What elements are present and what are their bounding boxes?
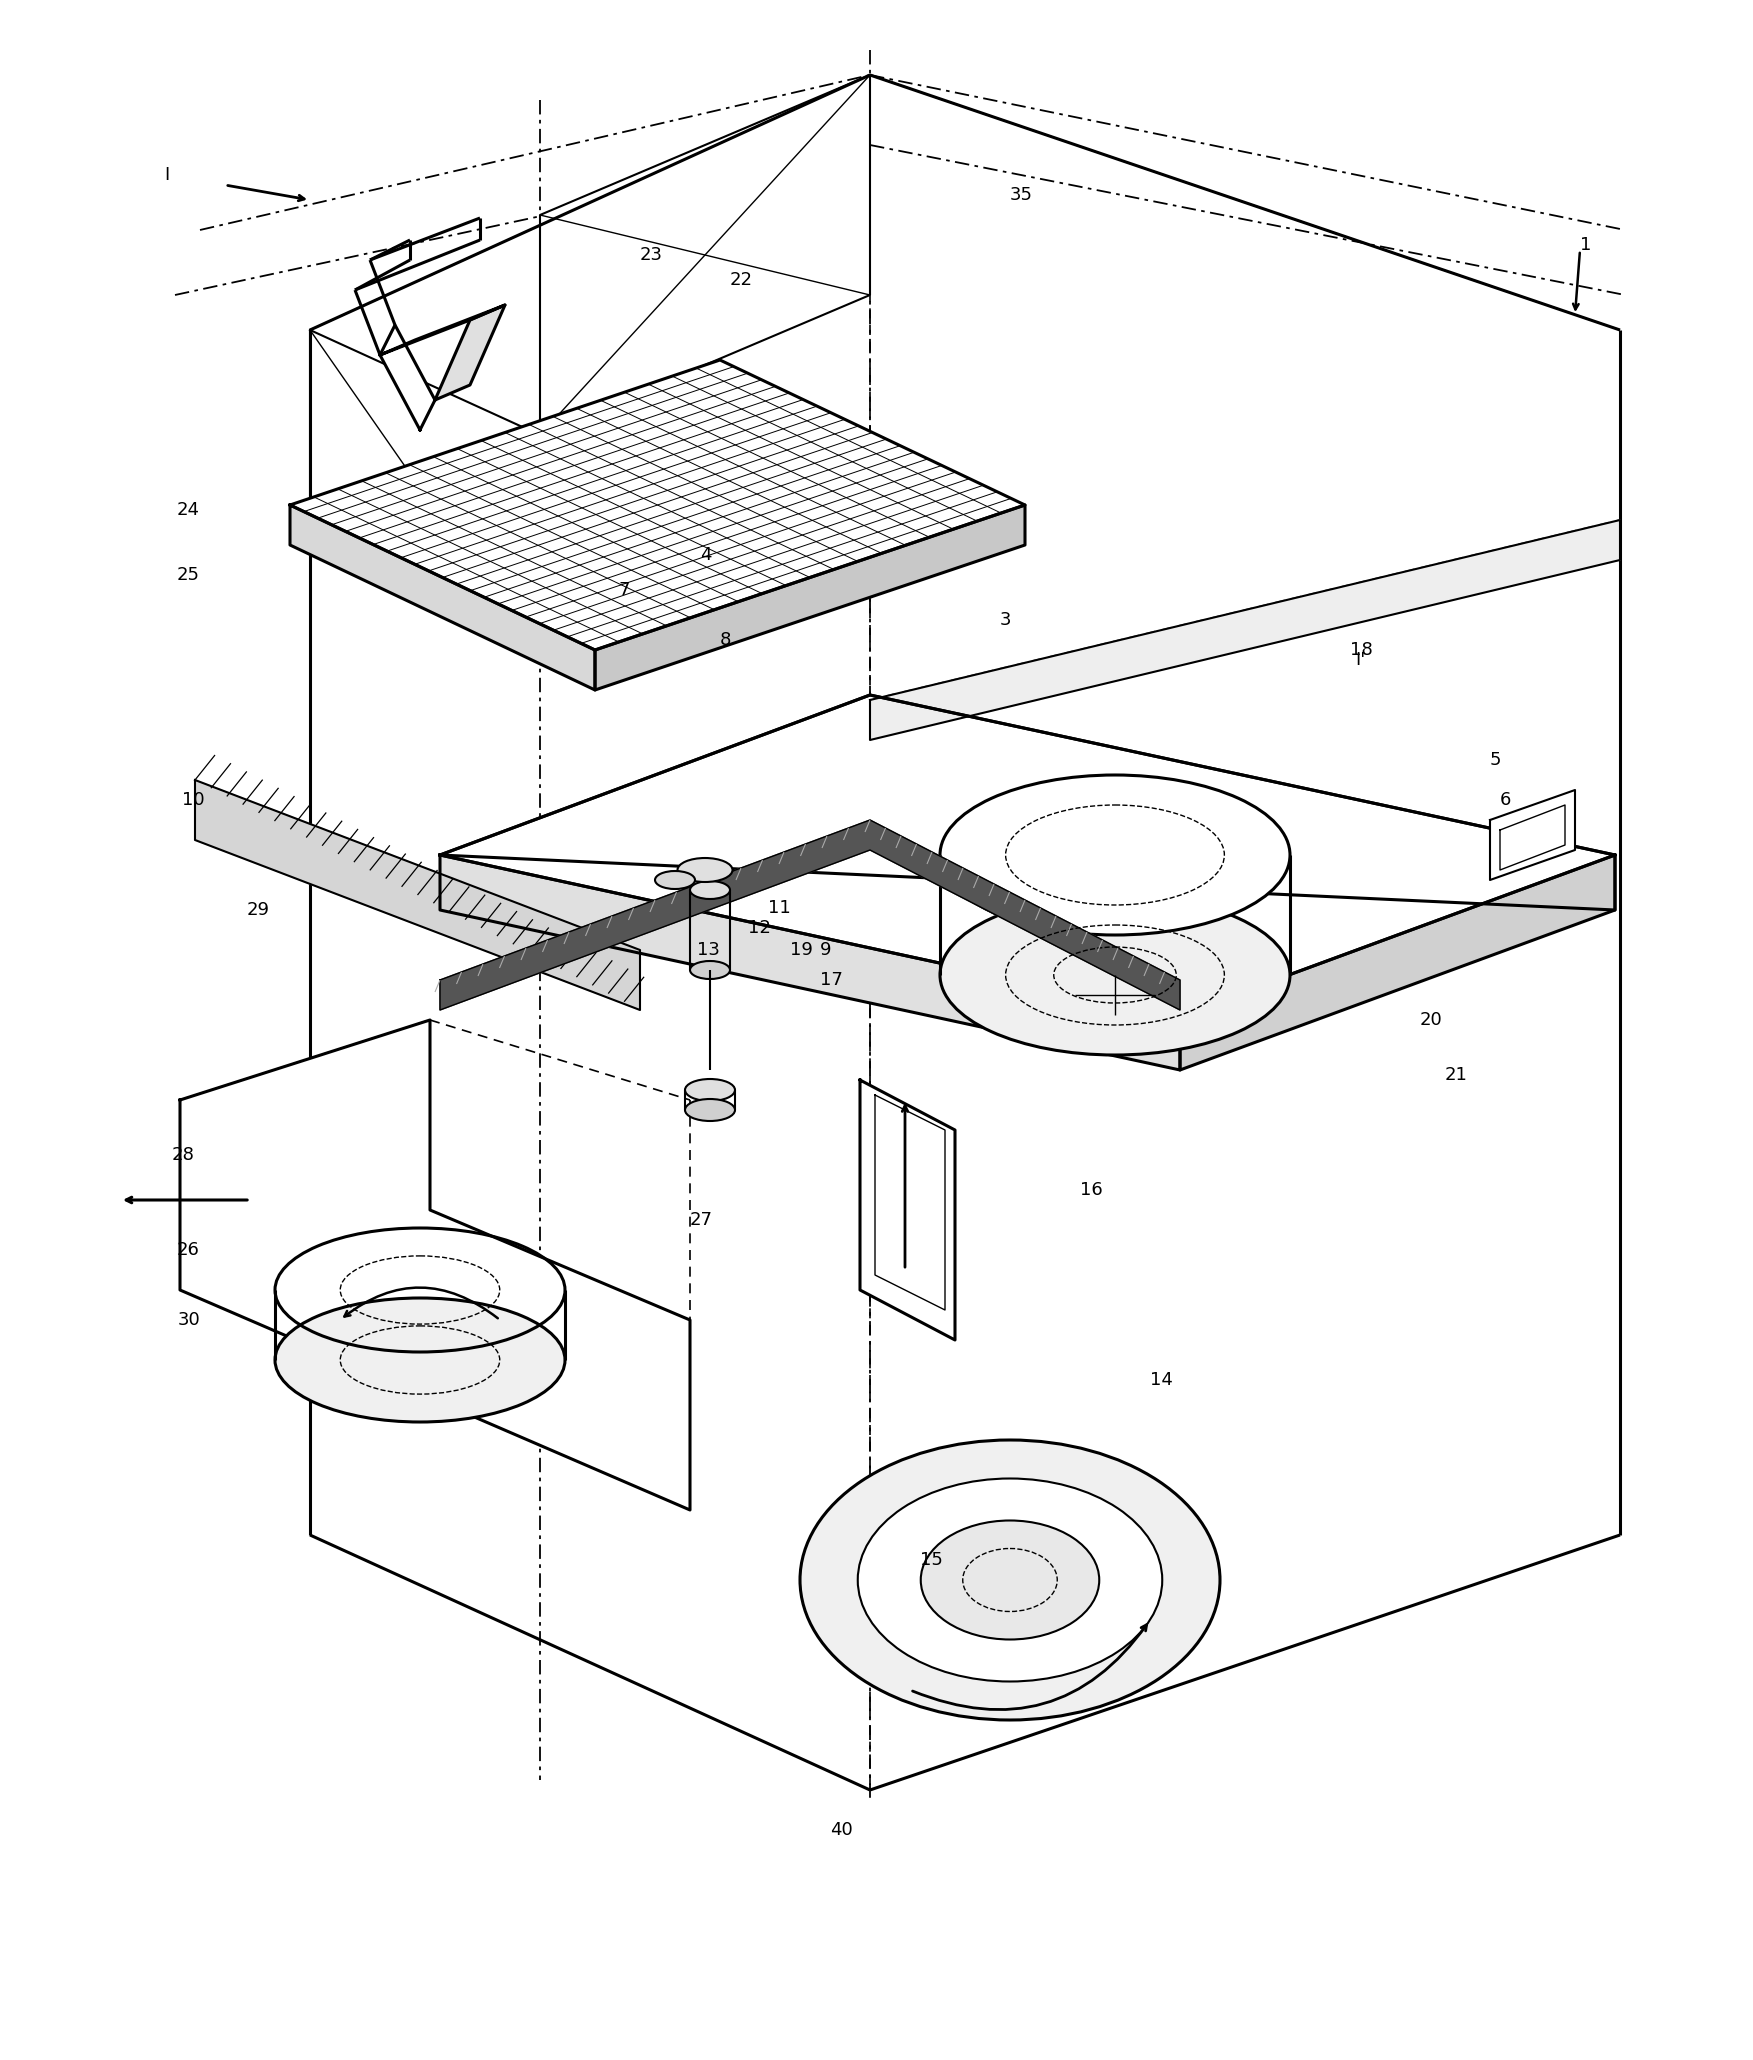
Text: 23: 23: [640, 245, 663, 264]
Polygon shape: [440, 694, 1615, 1016]
Text: 5: 5: [1490, 752, 1502, 768]
Polygon shape: [440, 694, 1615, 911]
Polygon shape: [540, 74, 869, 435]
Text: 15: 15: [920, 1551, 943, 1570]
Polygon shape: [289, 505, 594, 690]
Text: 17: 17: [820, 970, 843, 989]
Text: 1: 1: [1579, 237, 1592, 253]
Ellipse shape: [940, 894, 1290, 1055]
Ellipse shape: [857, 1479, 1162, 1681]
Polygon shape: [195, 781, 640, 1009]
Polygon shape: [1180, 855, 1615, 1069]
Text: 29: 29: [247, 900, 270, 919]
Polygon shape: [440, 855, 1180, 1069]
Ellipse shape: [799, 1440, 1220, 1720]
Text: 19: 19: [791, 941, 813, 960]
Polygon shape: [310, 330, 540, 659]
Text: 24: 24: [177, 501, 200, 519]
Text: 30: 30: [177, 1310, 200, 1329]
Text: 28: 28: [172, 1145, 195, 1164]
Text: 40: 40: [829, 1821, 852, 1840]
Ellipse shape: [656, 871, 694, 890]
Polygon shape: [1490, 789, 1574, 880]
Polygon shape: [380, 325, 435, 431]
Text: 22: 22: [729, 272, 754, 288]
Text: 14: 14: [1150, 1372, 1173, 1388]
Ellipse shape: [677, 859, 733, 882]
Text: 21: 21: [1444, 1065, 1467, 1084]
Text: 26: 26: [177, 1240, 200, 1259]
Text: I: I: [165, 167, 170, 183]
Ellipse shape: [920, 1520, 1099, 1640]
Polygon shape: [289, 360, 1026, 651]
Text: 10: 10: [182, 791, 205, 810]
Text: 27: 27: [691, 1211, 713, 1230]
Polygon shape: [440, 820, 1180, 1009]
Text: 12: 12: [749, 919, 771, 937]
Ellipse shape: [691, 962, 729, 978]
Polygon shape: [594, 505, 1026, 690]
Text: 13: 13: [698, 941, 720, 960]
Text: 18: 18: [1350, 641, 1373, 659]
Text: 11: 11: [768, 898, 791, 917]
Text: 7: 7: [619, 581, 629, 599]
Polygon shape: [380, 305, 505, 354]
Polygon shape: [861, 1079, 955, 1339]
Polygon shape: [435, 305, 505, 400]
Text: 35: 35: [1010, 185, 1033, 204]
Polygon shape: [869, 519, 1620, 740]
Text: I': I': [1355, 651, 1366, 670]
Text: 4: 4: [699, 546, 712, 564]
Text: 8: 8: [720, 630, 731, 649]
Polygon shape: [181, 1020, 691, 1510]
Text: 9: 9: [820, 941, 831, 960]
Text: 20: 20: [1420, 1011, 1443, 1030]
Ellipse shape: [275, 1298, 564, 1421]
Ellipse shape: [685, 1098, 735, 1121]
Text: 16: 16: [1080, 1180, 1103, 1199]
Ellipse shape: [685, 1079, 735, 1100]
Text: 6: 6: [1501, 791, 1511, 810]
Ellipse shape: [691, 882, 729, 898]
Text: 3: 3: [999, 612, 1011, 628]
Ellipse shape: [940, 775, 1290, 935]
Text: 25: 25: [177, 566, 200, 583]
